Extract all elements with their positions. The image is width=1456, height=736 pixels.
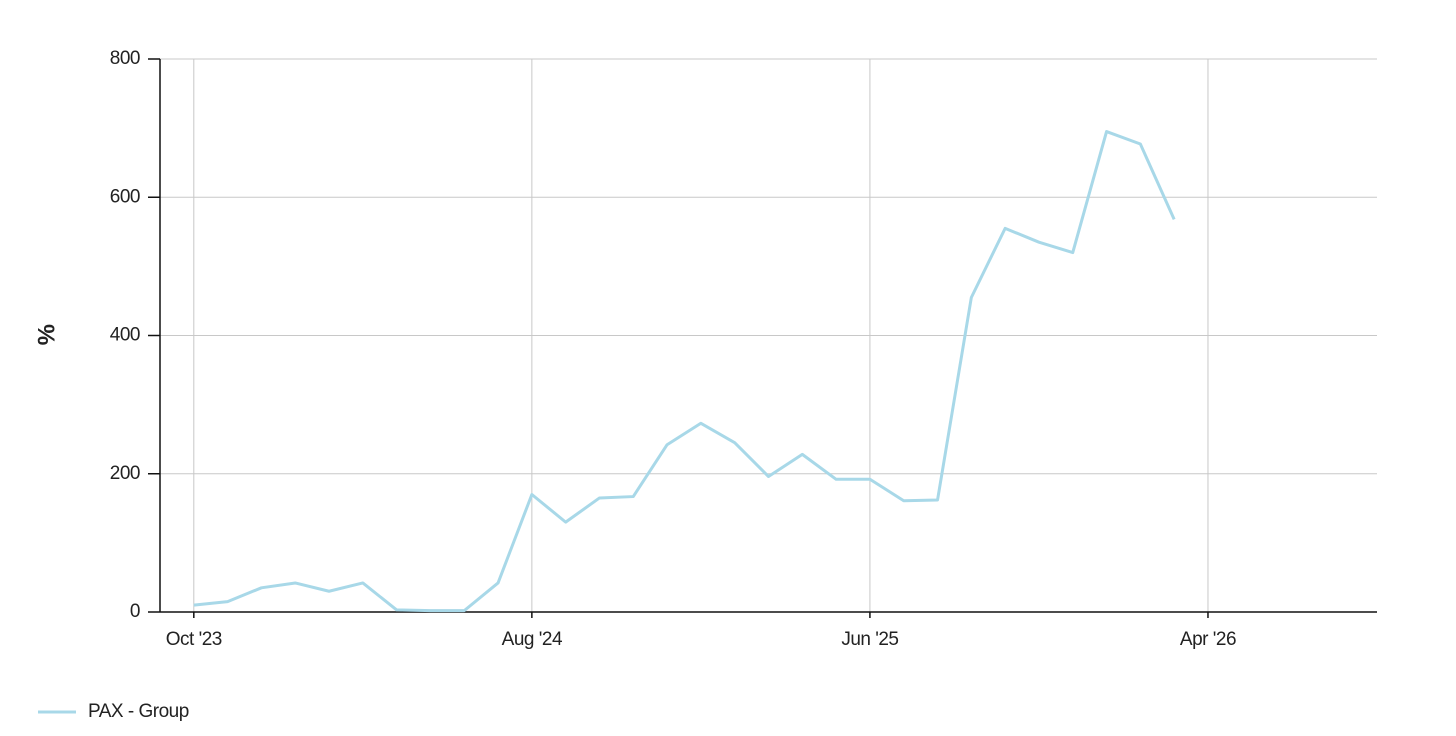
- x-tick-label: Apr '26: [1180, 629, 1236, 650]
- data-line: [193, 130, 1176, 613]
- y-tick-label: 800: [110, 48, 140, 69]
- x-tick-label: Oct '23: [166, 629, 222, 650]
- y-tick-label: 0: [130, 601, 140, 622]
- y-tick-label: 200: [110, 463, 140, 484]
- x-tick-label: Aug '24: [502, 629, 563, 650]
- legend-label: PAX - Group: [88, 701, 189, 722]
- y-tick-label: 600: [110, 186, 140, 207]
- y-axis-label: %: [33, 324, 60, 345]
- x-tick-label: Jun '25: [841, 629, 898, 650]
- y-tick-label: 400: [110, 325, 140, 346]
